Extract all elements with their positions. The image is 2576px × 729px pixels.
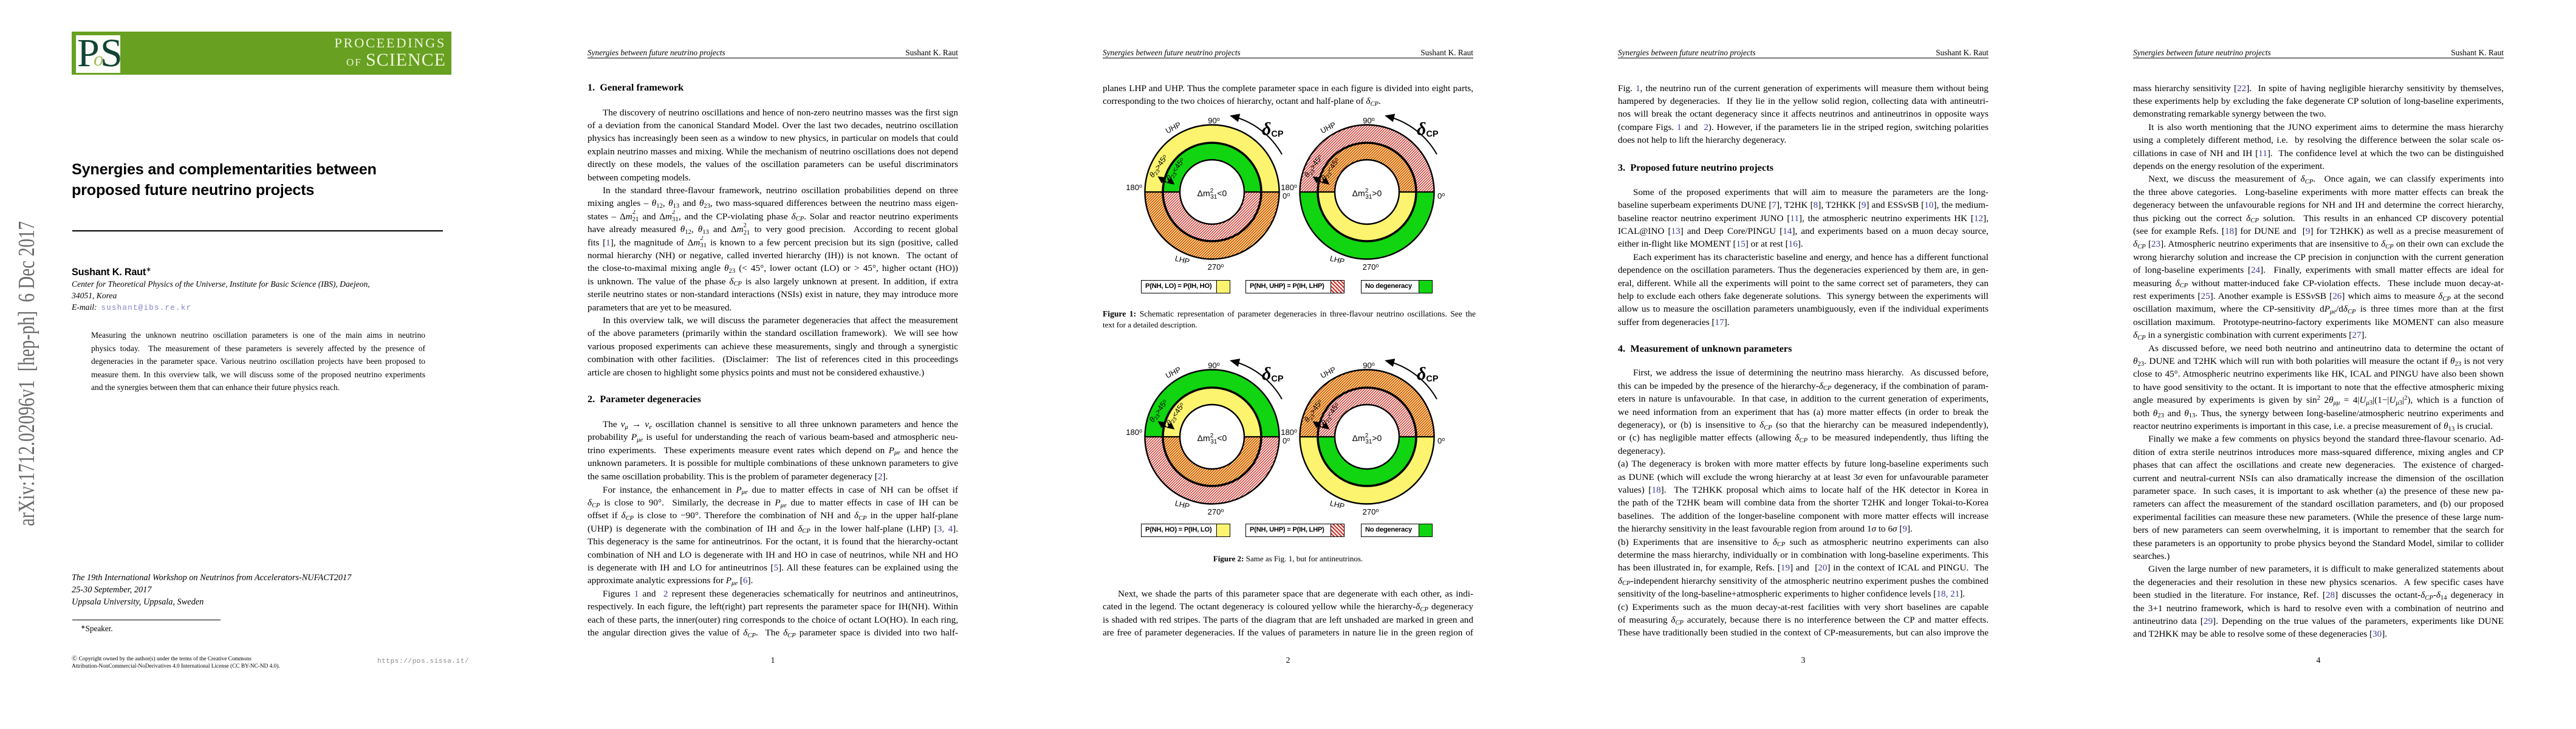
svg-text:180o: 180o (1281, 428, 1297, 437)
svg-text:270o: 270o (1363, 507, 1379, 516)
svg-text:LHP: LHP (1174, 499, 1190, 510)
svg-text:180o: 180o (1126, 428, 1142, 437)
svg-text:90o: 90o (1363, 116, 1374, 125)
svg-text:90o: 90o (1208, 361, 1219, 370)
svg-text:0o: 0o (1283, 436, 1290, 445)
svg-text:270o: 270o (1208, 262, 1224, 272)
svg-text:δCP: δCP (1417, 364, 1439, 384)
svg-text:LHP: LHP (1174, 254, 1190, 265)
svg-text:arXiv:1712.02096v1 [hep-ph]: arXiv:1712.02096v1 [hep-ph] 6 Dec 2017 (14, 221, 39, 526)
svg-text:180o: 180o (1281, 183, 1297, 192)
svg-text:LHP: LHP (1329, 254, 1345, 265)
svg-text:δCP: δCP (1262, 364, 1284, 384)
svg-text:270o: 270o (1208, 507, 1224, 516)
svg-text:0o: 0o (1437, 436, 1445, 445)
svg-text:0o: 0o (1283, 191, 1290, 200)
svg-text:δCP: δCP (1262, 119, 1284, 139)
svg-text:180o: 180o (1126, 183, 1142, 192)
svg-text:90o: 90o (1208, 116, 1219, 125)
svg-text:90o: 90o (1363, 361, 1374, 370)
svg-text:LHP: LHP (1329, 499, 1345, 510)
svg-text:δCP: δCP (1417, 119, 1439, 139)
svg-text:0o: 0o (1437, 191, 1445, 200)
svg-text:270o: 270o (1363, 262, 1379, 272)
